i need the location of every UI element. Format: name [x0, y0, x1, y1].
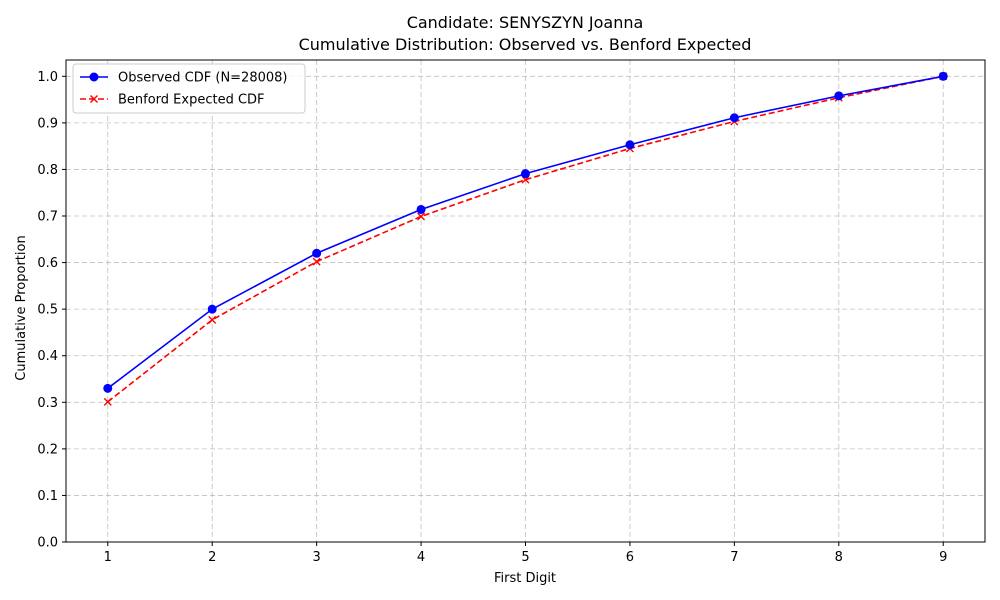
benford-data-point-stroke [103, 397, 112, 406]
legend-benford-label: Benford Expected CDF [118, 93, 265, 108]
series-layer [103, 71, 948, 406]
observed-data-point [625, 140, 635, 150]
observed-data-point [416, 204, 426, 214]
y-axis-label: Cumulative Proportion [14, 235, 29, 380]
benford-series-line [107, 75, 944, 403]
observed-data-point [207, 304, 217, 314]
observed-data-point [103, 383, 113, 393]
legend-box [72, 63, 306, 114]
observed-data-point [312, 248, 322, 258]
chart-title-line-2: Cumulative Distribution: Observed vs. Be… [299, 35, 752, 54]
y-tick-label: 0.9 [37, 116, 58, 131]
x-tick-label: 6 [626, 550, 634, 565]
y-tick-label: 0.1 [37, 489, 58, 504]
y-tick-label: 0.2 [37, 442, 58, 457]
x-tick-label: 3 [312, 550, 320, 565]
y-tick-label: 0.7 [37, 210, 58, 225]
x-tick-label: 2 [208, 550, 216, 565]
y-tick-label: 0.8 [37, 163, 58, 178]
legend-benford-marker-stroke [90, 95, 98, 103]
x-tick-label: 4 [417, 550, 425, 565]
y-tick-label: 0.3 [37, 396, 58, 411]
y-tick-label: 0.6 [37, 256, 58, 271]
legend: Observed CDF (N=28008) Benford Expected C… [72, 63, 306, 114]
observed-data-point [729, 113, 739, 123]
legend-observed-marker [89, 72, 99, 82]
benford-data-point [103, 397, 112, 406]
x-tick-label: 8 [835, 550, 843, 565]
observed-data-point [938, 71, 948, 81]
ticks-layer: 1 2 3 4 5 6 7 8 9 0.0 0.1 0.2 0.3 0.4 0.5 0.6 0.7 0.8 0.9 1… [37, 70, 947, 565]
observed-data-point [834, 91, 844, 101]
x-tick-label: 5 [521, 550, 529, 565]
legend-observed-label: Observed CDF (N=28008) [118, 71, 288, 86]
chart-title-line-1: Candidate: SENYSZYN Joanna [407, 13, 644, 32]
y-tick-label: 1.0 [37, 70, 58, 85]
benford-data-point [312, 257, 321, 266]
legend-entries: Observed CDF (N=28008) Benford Expected C… [80, 71, 288, 108]
benford-data-point-stroke [312, 257, 321, 266]
benford-data-point-stroke [417, 212, 426, 221]
x-tick-label: 9 [939, 550, 947, 565]
x-tick-label: 1 [104, 550, 112, 565]
observed-data-point [521, 169, 530, 179]
legend-benford-marker [90, 95, 98, 103]
y-tick-label: 0.0 [37, 536, 58, 551]
benford-data-point [208, 315, 217, 324]
x-tick-label: 7 [730, 550, 738, 565]
y-tick-label: 0.5 [37, 303, 58, 318]
grid-layer [66, 60, 985, 543]
benford-data-point-stroke [208, 315, 217, 324]
y-tick-label: 0.4 [37, 349, 58, 364]
benford-data-point [417, 212, 426, 221]
x-axis-label: First Digit [494, 571, 556, 586]
